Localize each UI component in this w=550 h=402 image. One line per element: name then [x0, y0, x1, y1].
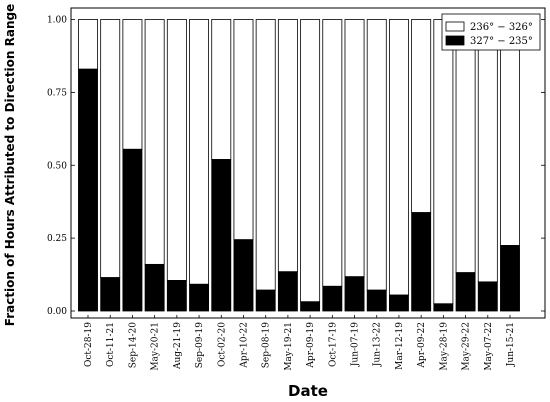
bar-segment-9-327-235: [277, 271, 298, 312]
bar-segment-3-236-326: [144, 19, 165, 265]
y-tick-label-1: 0.25: [47, 234, 67, 244]
bar-segment-0-236-326: [78, 19, 98, 70]
bar-segment-18-327-235: [477, 281, 498, 312]
x-tick-label-14: Mar-12-19: [395, 322, 405, 370]
x-tick-label-1: Oct-11-21: [106, 322, 116, 367]
bar-segment-3-327-235: [144, 263, 165, 312]
bar-segment-2-327-235: [122, 148, 143, 312]
bar-segment-19-327-235: [500, 245, 520, 312]
legend-label-0: 236° − 326°: [470, 22, 533, 33]
bars-group: [78, 19, 520, 312]
bar-segment-1-236-326: [100, 19, 121, 278]
legend-swatch-1: [445, 35, 465, 46]
x-tick-label-10: Apr-09-19: [306, 322, 316, 369]
bar-segment-13-236-326: [366, 19, 387, 291]
bar-segment-17-236-326: [455, 19, 476, 273]
bar-segment-4-236-326: [166, 19, 187, 281]
x-tick-label-16: May-28-19: [439, 322, 449, 371]
bar-segment-11-327-235: [322, 285, 343, 312]
x-tick-label-2: Sep-14-20: [128, 322, 138, 369]
bar-segment-15-327-235: [411, 212, 432, 312]
x-tick-label-13: Jun-13-22: [373, 322, 383, 367]
bar-segment-6-236-326: [211, 19, 232, 160]
bar-segment-9-236-326: [277, 19, 298, 273]
bar-segment-16-236-326: [433, 19, 454, 305]
bar-segment-11-236-326: [322, 19, 343, 287]
x-tick-label-12: Jun-07-19: [351, 322, 361, 367]
bar-segment-13-327-235: [366, 289, 387, 312]
x-tick-label-3: May-20-21: [151, 322, 161, 371]
legend-label-1: 327° − 235°: [470, 36, 533, 47]
y-axis: 0.00 0.25 0.50 0.75 1.00: [47, 16, 545, 317]
bar-segment-12-236-326: [344, 19, 365, 278]
x-tick-label-5: Sep-09-19: [195, 322, 205, 369]
x-tick-label-0: Oct-28-19: [84, 322, 94, 367]
plot-area-frame: [70, 7, 546, 319]
x-tick-label-9: May-19-21: [284, 322, 294, 371]
y-axis-title: Fraction of Hours Attributed to Directio…: [3, 4, 17, 326]
bar-segment-7-236-326: [233, 19, 254, 240]
x-axis-title: Date: [288, 382, 328, 400]
bar-segment-7-327-235: [233, 239, 254, 312]
x-tick-label-19: Jun-15-21: [506, 322, 516, 367]
y-tick-label-3: 0.75: [47, 88, 67, 98]
legend: 236° − 326° 327° − 235°: [441, 13, 541, 51]
bar-segment-6-327-235: [211, 159, 232, 312]
bar-segment-4-327-235: [166, 279, 187, 312]
legend-swatch-0: [445, 21, 465, 32]
bar-segment-15-236-326: [411, 19, 432, 213]
y-tick-label-4: 1.00: [47, 16, 67, 26]
bar-segment-2-236-326: [122, 19, 143, 150]
bar-segment-16-327-235: [433, 303, 454, 312]
bar-segment-1-327-235: [100, 277, 121, 312]
x-tick-label-15: Apr-09-22: [417, 322, 427, 369]
x-tick-label-6: Oct-02-20: [217, 322, 227, 367]
x-tick-label-8: Sep-08-19: [262, 322, 272, 369]
bar-segment-14-327-235: [388, 294, 409, 312]
x-tick-label-7: Apr-10-22: [239, 322, 249, 369]
bar-segment-5-236-326: [189, 19, 210, 285]
y-tick-label-2: 0.50: [47, 161, 67, 171]
bar-segment-5-327-235: [189, 283, 210, 312]
x-axis: Oct-28-19 Oct-11-21 Sep-14-20 May-20-21 Aug-…: [84, 315, 516, 371]
bar-segment-10-236-326: [300, 19, 321, 303]
bar-segment-17-327-235: [455, 272, 476, 312]
x-tick-label-17: May-29-22: [462, 322, 472, 371]
bar-segment-19-236-326: [500, 19, 520, 246]
bar-segment-12-327-235: [344, 276, 365, 312]
bar-segment-18-236-326: [477, 19, 498, 283]
x-tick-label-11: Oct-17-19: [328, 322, 338, 367]
bar-segment-0-327-235: [78, 68, 98, 312]
bar-segment-10-327-235: [300, 301, 321, 312]
bar-segment-14-236-326: [388, 19, 409, 296]
bar-segment-8-236-326: [255, 19, 276, 291]
bar-segment-8-327-235: [255, 289, 276, 312]
y-tick-label-0: 0.00: [47, 307, 67, 317]
x-tick-label-18: May-07-22: [484, 322, 494, 371]
x-tick-label-4: Aug-21-19: [173, 322, 183, 370]
